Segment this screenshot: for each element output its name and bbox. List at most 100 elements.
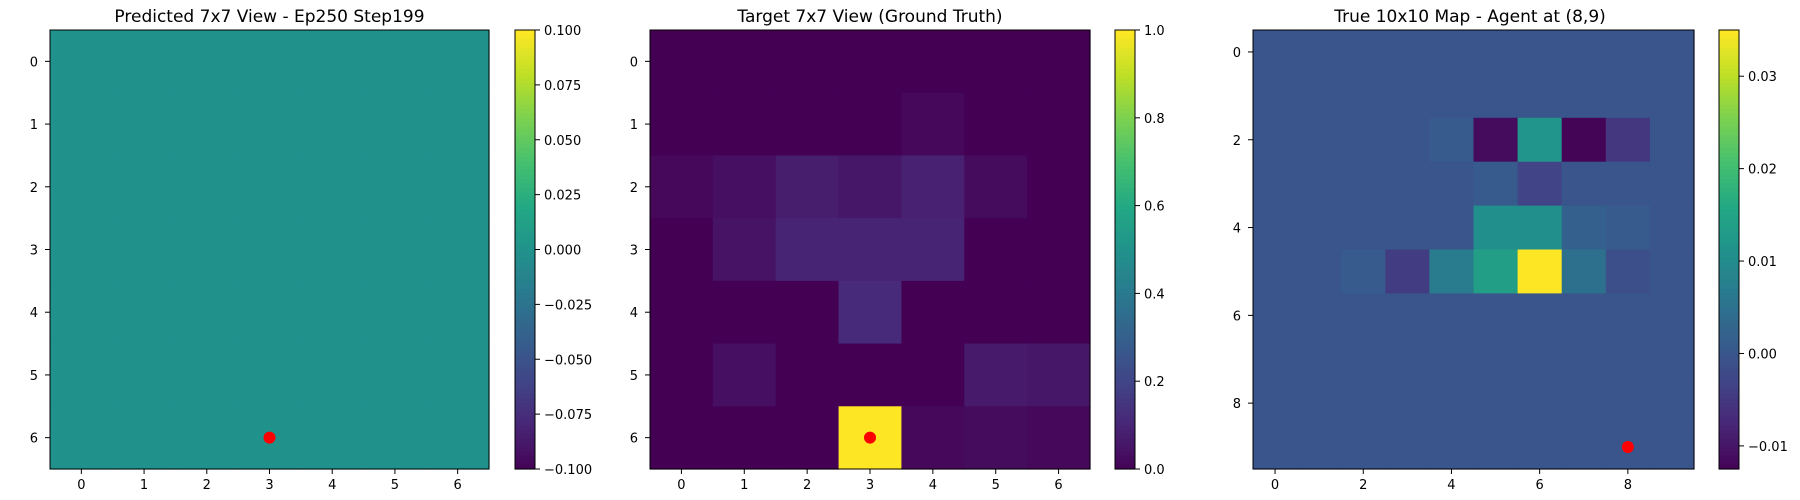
colorbar-segment (515, 275, 535, 281)
colorbar-segment (1719, 126, 1739, 132)
heatmap-cell (838, 343, 903, 407)
colorbar-segment (1719, 214, 1739, 220)
heatmap-cell (300, 218, 365, 282)
heatmap-cell (1649, 381, 1695, 426)
heatmap-cell (964, 155, 1028, 219)
heatmap-cells (50, 30, 490, 470)
heatmap-cell (238, 280, 302, 345)
x-tick-label: 3 (866, 478, 874, 493)
colorbar-segment (1115, 170, 1135, 176)
colorbar-segment (1115, 258, 1135, 264)
heatmap-cell (1649, 30, 1695, 75)
colorbar-segment (515, 350, 535, 356)
heatmap-cell (1561, 293, 1607, 338)
heatmap-cell (1253, 293, 1298, 338)
heatmap-cell (775, 218, 840, 282)
heatmap-cell (650, 92, 714, 157)
colorbar-segment (515, 315, 535, 321)
colorbar-tick-label: 0.6 (1144, 200, 1165, 215)
colorbar-segment (1115, 433, 1135, 439)
heatmap-cell (1297, 205, 1342, 251)
heatmap-cell (1297, 249, 1342, 294)
colorbar-segment (1719, 319, 1739, 325)
heatmap-cell (1605, 293, 1651, 338)
heatmap-cell (1473, 249, 1519, 294)
colorbar-segment (515, 359, 535, 365)
colorbar-segment (1719, 354, 1739, 360)
heatmap-cell (1517, 117, 1563, 163)
colorbar-segment (1719, 275, 1739, 281)
colorbar-segment (515, 280, 535, 286)
heatmap-cell (426, 155, 490, 219)
colorbar-segment (1719, 407, 1739, 413)
y-axis-ticks: 0 2 4 6 8 (1233, 46, 1253, 412)
colorbar-segment (1115, 315, 1135, 321)
heatmap-cell (1649, 425, 1695, 470)
heatmap-cell (1473, 205, 1519, 251)
colorbar-segment (1719, 38, 1739, 44)
colorbar-segment (1719, 95, 1739, 101)
colorbar-segment (1115, 245, 1135, 251)
heatmap-cell (650, 30, 714, 94)
heatmap-cell (1517, 205, 1563, 251)
colorbar-segment (515, 341, 535, 347)
colorbar-segment (515, 258, 535, 264)
heatmap-cell (112, 155, 177, 219)
colorbar-segment (1719, 455, 1739, 461)
colorbar-segment (1115, 240, 1135, 246)
heatmap-cell (426, 30, 490, 94)
x-tick-label: 6 (454, 478, 462, 493)
colorbar-tick-label: 0.00 (1748, 347, 1777, 362)
heatmap-cell (1027, 30, 1091, 94)
colorbar-segment (515, 306, 535, 312)
heatmap-cell (175, 30, 239, 94)
x-tick-label: 2 (1359, 478, 1367, 493)
colorbar-segment (1115, 350, 1135, 356)
colorbar-segment (515, 253, 535, 259)
heatmap-cell (712, 343, 777, 407)
colorbar-segment (1115, 139, 1135, 145)
colorbar-segment (515, 144, 535, 150)
heatmap-cell (1649, 205, 1695, 251)
heatmap-cell (1429, 161, 1475, 207)
heatmap-cells (1253, 30, 1695, 470)
heatmap-cell (1385, 381, 1430, 426)
heatmap-cell (1253, 205, 1298, 251)
heatmap-cell (1253, 117, 1298, 163)
heatmap-cell (650, 218, 714, 282)
colorbar-segment (515, 135, 535, 141)
colorbar-segment (1719, 363, 1739, 369)
colorbar-segment (1719, 411, 1739, 417)
colorbar-segment (515, 381, 535, 387)
heatmap-cell (1341, 73, 1386, 119)
colorbar-segment (1115, 82, 1135, 88)
colorbar-segment (515, 447, 535, 453)
colorbar-segment (1719, 368, 1739, 374)
colorbar-segment (1115, 60, 1135, 66)
heatmap-cell (901, 92, 965, 157)
heatmap-cell (1649, 73, 1695, 119)
heatmap-cell (1561, 30, 1607, 75)
heatmap-cell (1297, 30, 1342, 75)
heatmap-cell (238, 343, 302, 407)
colorbar-segment (515, 324, 535, 330)
colorbar-segment (1115, 451, 1135, 457)
colorbar-tick-label: 0.4 (1144, 287, 1165, 302)
heatmap-cell (650, 343, 714, 407)
colorbar-segment (515, 104, 535, 110)
heatmap-cell (300, 343, 365, 407)
heatmap-cell (1605, 249, 1651, 294)
colorbar-segment (1719, 227, 1739, 233)
colorbar-segment (1115, 135, 1135, 141)
heatmap-cell (838, 92, 903, 157)
heatmap-cell (1027, 92, 1091, 157)
colorbar-segment (1719, 117, 1739, 123)
heatmap-cell (1429, 425, 1475, 470)
colorbar-segment (1115, 196, 1135, 202)
heatmap-cell (175, 218, 239, 282)
heatmap-cell (1385, 337, 1430, 382)
x-axis-ticks: 0 2 4 6 8 (1271, 469, 1632, 493)
colorbar-segment (515, 209, 535, 215)
heatmap-cell (1649, 249, 1695, 294)
